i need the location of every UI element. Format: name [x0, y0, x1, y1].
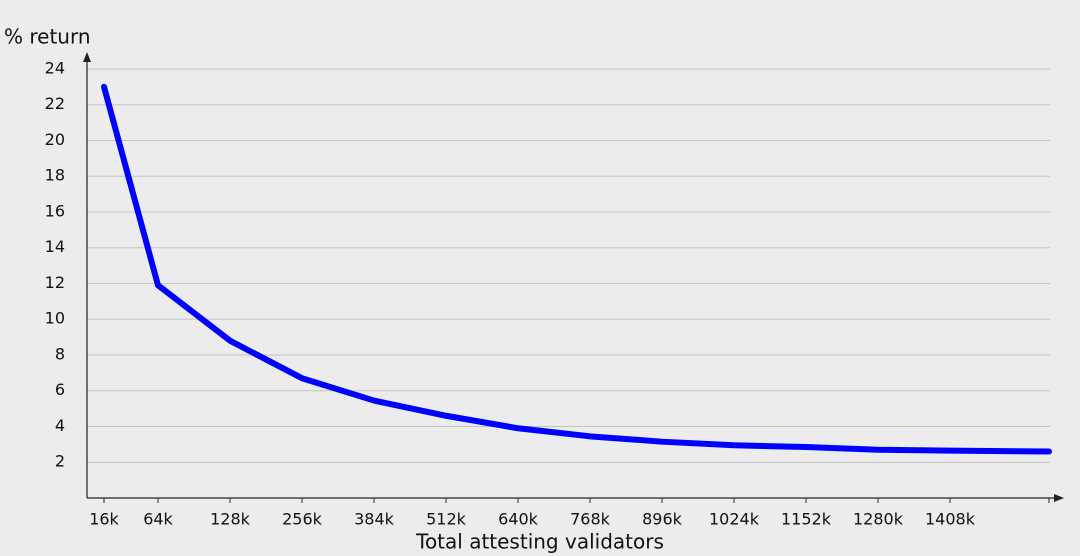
x-tick-label: 1280k [853, 510, 904, 529]
x-tick-label: 64k [143, 510, 173, 529]
y-tick-label: 20 [45, 130, 65, 149]
x-tick-label: 16k [89, 510, 119, 529]
y-tick-label: 14 [45, 237, 65, 256]
x-tick-label: 896k [642, 510, 683, 529]
y-tick-label: 8 [55, 344, 65, 363]
y-tick-label: 18 [45, 166, 65, 185]
x-tick-label: 256k [282, 510, 323, 529]
y-axis-arrow [83, 52, 91, 62]
x-tick-label: 1408k [925, 510, 976, 529]
x-tick-label: 128k [210, 510, 251, 529]
x-tick-label: 384k [354, 510, 395, 529]
x-tick-label: 1024k [709, 510, 760, 529]
y-tick-label: 24 [45, 58, 65, 77]
x-tick-label: 768k [570, 510, 611, 529]
x-tick-label: 512k [426, 510, 467, 529]
y-axis-label: % return [4, 25, 91, 49]
line-series [101, 83, 1052, 455]
y-tick-label: 2 [55, 452, 65, 471]
y-tick-label: 16 [45, 201, 65, 220]
grid [87, 68, 1050, 463]
y-tick-label: 6 [55, 380, 65, 399]
x-tick-label: 640k [498, 510, 539, 529]
x-axis-arrow [1054, 494, 1064, 502]
x-tick-label: 1152k [781, 510, 832, 529]
y-tick-label: 10 [45, 309, 65, 328]
x-axis-label: Total attesting validators [415, 530, 664, 554]
y-tick-label: 22 [45, 94, 65, 113]
y-tick-label: 4 [55, 416, 65, 435]
y-tick-label: 12 [45, 273, 65, 292]
